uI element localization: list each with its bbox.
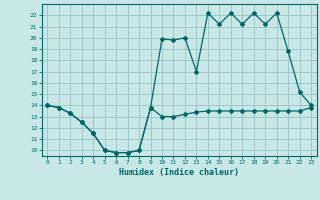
X-axis label: Humidex (Indice chaleur): Humidex (Indice chaleur) [119,168,239,177]
